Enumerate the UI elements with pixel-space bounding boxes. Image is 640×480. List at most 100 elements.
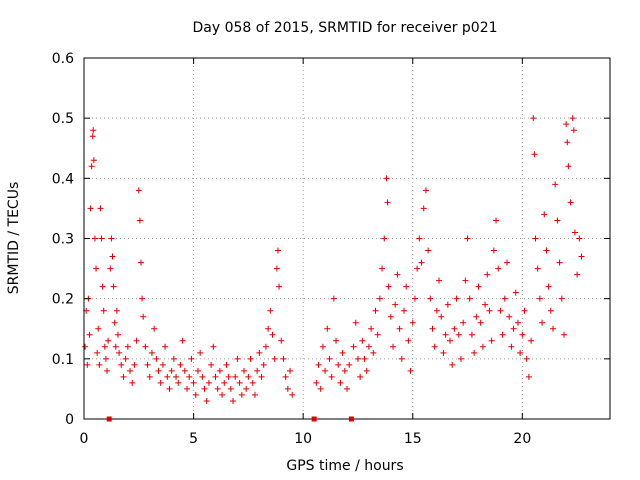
data-point (112, 343, 119, 350)
data-point (276, 283, 283, 290)
data-point (403, 283, 410, 290)
data-point (457, 355, 464, 362)
data-point (442, 331, 449, 338)
gap-marker (311, 416, 317, 422)
data-point (157, 379, 164, 386)
data-point (374, 331, 381, 338)
data-point (105, 337, 112, 344)
data-point (166, 385, 173, 392)
data-point (536, 295, 543, 302)
data-point (449, 361, 456, 368)
data-point (517, 349, 524, 356)
data-point (223, 361, 230, 368)
data-point (249, 379, 256, 386)
y-axis-label: SRMTID / TECUs (6, 182, 22, 295)
data-point (363, 367, 370, 374)
data-point (569, 115, 576, 122)
data-point (315, 361, 322, 368)
data-point (523, 355, 530, 362)
data-point (142, 343, 149, 350)
data-point (124, 343, 131, 350)
data-point (462, 277, 469, 284)
data-point (230, 397, 237, 404)
data-point (90, 127, 97, 134)
data-point (162, 343, 169, 350)
data-point (394, 271, 401, 278)
data-point (258, 373, 265, 380)
data-point (477, 319, 484, 326)
data-point (532, 235, 539, 242)
data-point (567, 199, 574, 206)
data-point (354, 355, 361, 362)
data-point (372, 307, 379, 314)
data-point (197, 349, 204, 356)
data-point (278, 337, 285, 344)
data-point (208, 361, 215, 368)
data-point (97, 205, 104, 212)
data-point (95, 325, 102, 332)
data-point (346, 361, 353, 368)
data-point (545, 283, 552, 290)
data-point (365, 343, 372, 350)
data-point (102, 355, 109, 362)
data-point (451, 325, 458, 332)
data-point (482, 301, 489, 308)
data-point (541, 211, 548, 218)
data-point (265, 325, 272, 332)
data-point (337, 379, 344, 386)
data-point (514, 319, 521, 326)
data-point (324, 325, 331, 332)
data-point (221, 379, 228, 386)
data-point (411, 295, 418, 302)
data-point (271, 355, 278, 362)
data-point (444, 301, 451, 308)
data-point (396, 325, 403, 332)
data-point (565, 163, 572, 170)
data-point (212, 373, 219, 380)
data-point (120, 373, 127, 380)
data-point (433, 307, 440, 314)
data-point (376, 295, 383, 302)
data-point (383, 175, 390, 182)
data-point (466, 295, 473, 302)
data-point (88, 163, 95, 170)
data-point (521, 307, 528, 314)
data-point (381, 235, 388, 242)
data-point (100, 307, 107, 314)
data-point (269, 331, 276, 338)
data-point (280, 355, 287, 362)
data-point (122, 355, 129, 362)
data-point (251, 391, 258, 398)
data-point (129, 379, 136, 386)
chart-title: Day 058 of 2015, SRMTID for receiver p02… (192, 20, 497, 36)
data-point (409, 319, 416, 326)
data-point (512, 289, 519, 296)
data-point (357, 373, 364, 380)
data-point (501, 295, 508, 302)
data-point (390, 343, 397, 350)
data-point (387, 313, 394, 320)
data-point (205, 379, 212, 386)
data-point (181, 367, 188, 374)
data-point (499, 331, 506, 338)
data-point (361, 355, 368, 362)
data-point (225, 373, 232, 380)
data-point (570, 127, 577, 134)
data-point (89, 133, 96, 140)
data-point (203, 397, 210, 404)
data-point (571, 229, 578, 236)
x-tick-label: 10 (294, 431, 312, 447)
data-point (431, 343, 438, 350)
data-point (422, 187, 429, 194)
data-point (475, 283, 482, 290)
data-point (104, 367, 111, 374)
data-point (214, 385, 221, 392)
data-point (519, 331, 526, 338)
data-point (525, 373, 532, 380)
data-point (486, 307, 493, 314)
data-point (554, 217, 561, 224)
data-point (144, 361, 151, 368)
data-point (148, 349, 155, 356)
data-point (552, 181, 559, 188)
